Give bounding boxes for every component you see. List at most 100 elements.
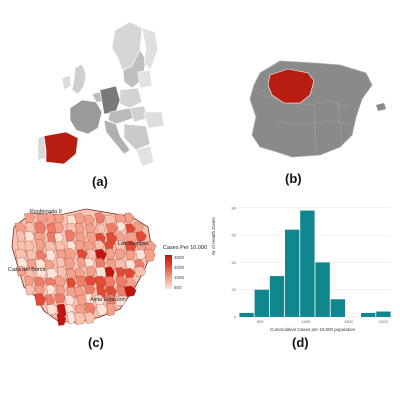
region-czech-austria [107,107,135,125]
health-zone [34,221,47,235]
health-zone [84,257,95,269]
health-zone [124,285,137,297]
histogram-bar [254,289,269,317]
health-zone [133,266,147,277]
health-zone [114,295,127,307]
health-zone [104,275,116,289]
y-tick-label: 40 [232,260,237,265]
legend-color-bar [165,255,172,289]
health-zone [34,284,45,296]
y-tick-label: 20 [232,287,237,292]
health-zone [24,231,35,243]
region-boundary [289,100,349,108]
health-zone [94,212,106,224]
health-zone [96,223,106,235]
health-zone [63,257,75,270]
health-zone [54,293,66,304]
histogram-bar [300,210,315,317]
health-zone [123,268,136,279]
health-zone [24,284,35,296]
panel-a: (a) [20,20,180,189]
region-castilla-leon [267,68,315,104]
health-zone [45,284,56,295]
health-zone [75,275,87,288]
health-zone [133,221,144,234]
health-zone [84,293,95,305]
y-axis-label: Nr of Health Zones [211,217,216,255]
region-boundary [313,104,317,154]
health-zone [54,232,64,244]
legend-tick: 1000 [174,275,185,280]
health-zone [135,249,147,260]
spain-map [249,60,386,158]
health-zone [54,213,65,225]
health-zone [96,303,108,316]
health-zone [116,221,126,232]
health-zone [94,275,108,289]
panel-d: 0 20 40 60 80 500 1000 1500 2000 Nr of Health Zo… [211,195,400,355]
health-zone [64,229,76,242]
health-zone [85,223,96,235]
histogram-bar [269,276,285,317]
health-zone [64,294,75,307]
map-label-casa-del-barco: Casa del Barco [8,267,46,273]
map-label-ponferrada: Ponferrada II [30,209,62,215]
spain-outline [249,60,373,158]
region-romania [143,111,165,129]
x-tick-label: 500 [257,319,264,324]
region-boundary [259,94,279,100]
health-zone [16,266,27,277]
legend-title: Cases Per 10,000 [163,245,208,251]
health-zone [84,275,97,287]
health-zone [124,240,137,253]
region-france [69,99,103,135]
x-tick-label: 1500 [344,319,354,324]
region-greece [135,145,155,167]
health-zone [74,213,86,225]
health-zone [124,212,134,223]
health-zone [34,293,46,306]
legend-tick: 2000 [174,265,185,270]
health-zone [66,277,77,289]
health-zone [45,212,56,225]
health-zone [76,257,87,268]
x-tick-label: 1000 [301,319,311,324]
panel-label-a: (a) [92,174,108,189]
region-baltics [137,69,153,89]
europe-map [37,21,165,167]
map-label-las-huelgas: Las Huelgas [118,241,149,247]
health-zone [46,303,58,316]
health-zone [115,267,126,278]
panel-b: (b) [230,55,390,186]
map-label-avila: Ávila Estación [90,297,125,303]
histogram-bar [315,262,330,317]
histogram-bar [239,312,254,317]
histogram-bar [330,299,345,317]
health-zone [86,248,97,260]
region-uk [71,63,87,95]
y-tick-label: 60 [232,233,237,238]
histogram-bar [376,311,391,317]
x-tick-label: 2000 [379,319,389,324]
histogram-bar [285,229,300,317]
health-zone [55,256,66,269]
health-zone [26,249,38,261]
health-zone [53,221,64,234]
region-balearic [376,103,386,111]
health-zone [115,275,128,289]
panel-label-c: (c) [88,335,104,350]
health-zone [114,248,126,260]
health-zone [84,311,96,324]
legend-tick: 500 [174,285,182,290]
panel-label-b: (b) [285,171,302,186]
health-zone [35,238,46,252]
health-zone [135,231,147,242]
y-tick-label: 80 [232,205,237,210]
health-zone [105,247,116,260]
region-boundary [275,120,353,126]
legend-tick: 3000 [174,255,185,260]
region-germany [99,85,121,115]
health-zone [85,266,97,277]
health-zone [16,230,26,243]
health-zone [144,248,156,262]
